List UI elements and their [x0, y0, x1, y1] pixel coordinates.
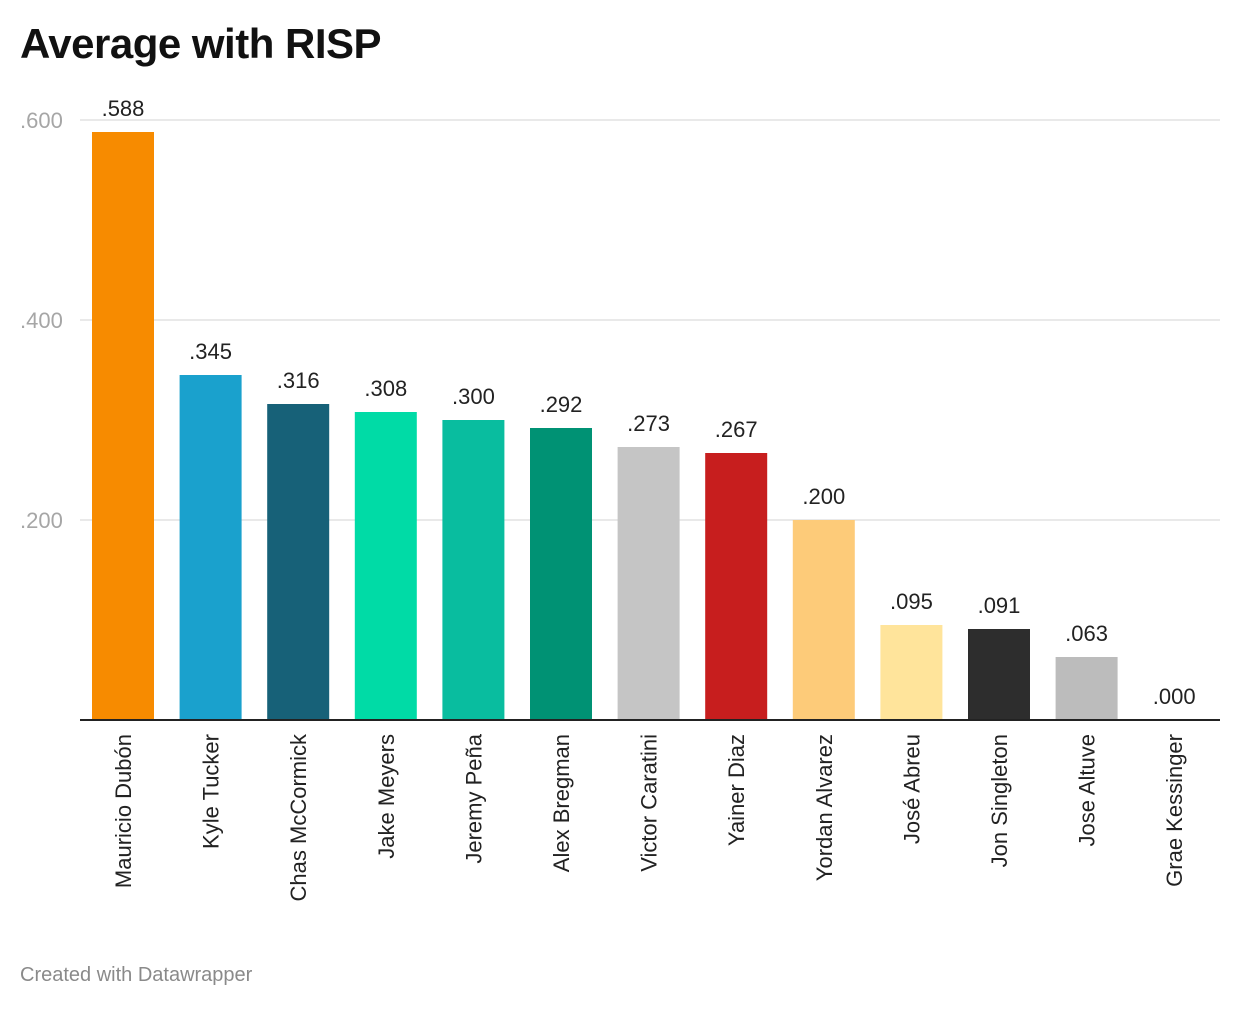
category-label: Jeremy Peña — [461, 733, 486, 863]
value-label: .292 — [540, 392, 583, 417]
category-label: Yainer Diaz — [724, 734, 749, 846]
bar — [705, 453, 768, 720]
value-label: .316 — [277, 368, 320, 393]
value-label: .000 — [1153, 684, 1196, 709]
y-tick-label: .400 — [20, 308, 63, 333]
bar — [1055, 657, 1118, 720]
bar — [880, 625, 943, 720]
category-label: Grae Kessinger — [1162, 734, 1187, 887]
category-label: Alex Bregman — [549, 734, 574, 872]
category-label: Kyle Tucker — [199, 734, 224, 849]
credit-footer: Created with Datawrapper — [20, 964, 253, 986]
value-label: .267 — [715, 417, 758, 442]
category-label: Jose Altuve — [1075, 734, 1100, 847]
value-label: .345 — [189, 339, 232, 364]
chart-title: Average with RISP — [20, 20, 382, 67]
bar — [179, 375, 242, 720]
category-label: Mauricio Dubón — [111, 734, 136, 888]
y-tick-label: .600 — [20, 108, 63, 133]
category-label: Jon Singleton — [987, 734, 1012, 867]
y-axis-ticks: .200 .400 .600 — [20, 108, 63, 533]
value-label: .308 — [364, 376, 407, 401]
category-label: Victor Caratini — [637, 734, 662, 872]
bar — [792, 520, 855, 720]
value-label: .273 — [627, 411, 670, 436]
bar-chart: .200 .400 .600 .588 .345 .316 .308 .300 .292 .27… — [20, 96, 1220, 901]
value-labels: .588 .345 .316 .308 .300 .292 .273 .267 .200 .095… — [102, 96, 1196, 709]
bar — [442, 420, 505, 720]
category-label: José Abreu — [899, 734, 924, 844]
value-label: .200 — [802, 484, 845, 509]
bars — [92, 132, 1118, 720]
value-label: .091 — [978, 593, 1021, 618]
value-label: .300 — [452, 384, 495, 409]
bar — [92, 132, 154, 720]
value-label: .063 — [1065, 621, 1108, 646]
bar — [530, 428, 592, 720]
category-label: Jake Meyers — [374, 734, 399, 859]
bar — [617, 447, 680, 720]
y-tick-label: .200 — [20, 508, 63, 533]
bar — [968, 629, 1030, 720]
category-label: Yordan Alvarez — [812, 734, 837, 881]
category-label: Chas McCormick — [286, 733, 311, 901]
bar — [267, 404, 330, 720]
value-label: .095 — [890, 589, 933, 614]
value-label: .588 — [102, 96, 145, 121]
category-labels: Mauricio Dubón Kyle Tucker Chas McCormick J… — [111, 733, 1187, 901]
bar — [354, 412, 417, 720]
